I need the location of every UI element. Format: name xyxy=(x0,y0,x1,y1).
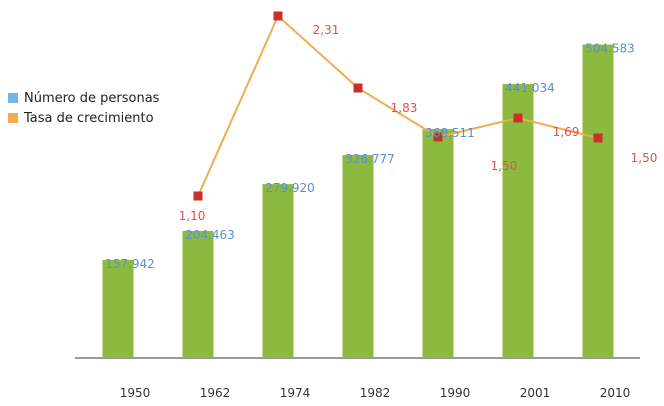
bar-2001 xyxy=(502,84,534,358)
bar-value-label-2010: 504.583 xyxy=(585,42,635,56)
legend-item-population: Número de personas xyxy=(8,88,159,108)
bar-value-label-1990: 368.511 xyxy=(425,126,475,140)
data-labels: 157.942 204.463 279.920 326.777 368.511 441.0… xyxy=(105,23,657,271)
legend-label-growth-rate: Tasa de crecimiento xyxy=(24,110,154,126)
bar-2010 xyxy=(582,44,614,359)
rate-marker-2001 xyxy=(513,113,523,123)
x-tick-1982: 1982 xyxy=(360,386,391,400)
bar-value-label-2001: 441.034 xyxy=(505,81,555,95)
rate-marker-2010 xyxy=(593,133,603,143)
x-tick-2001: 2001 xyxy=(520,386,551,400)
bar-1950 xyxy=(102,259,134,358)
growth-rate-markers xyxy=(193,11,603,201)
legend-swatch-population xyxy=(8,93,18,103)
x-tick-1950: 1950 xyxy=(120,386,151,400)
legend-item-growth-rate: Tasa de crecimiento xyxy=(8,108,159,128)
growth-rate-line xyxy=(197,14,599,197)
rate-marker-1962 xyxy=(193,191,203,201)
rate-marker-1990 xyxy=(433,132,443,142)
bar-value-label-1974: 279.920 xyxy=(265,181,315,195)
rate-value-label-1962: 1,10 xyxy=(179,209,206,223)
x-tick-1990: 1990 xyxy=(440,386,471,400)
bar-value-label-1982: 326.777 xyxy=(345,152,395,166)
bar-value-label-1962: 204.463 xyxy=(185,228,235,242)
rate-marker-1974 xyxy=(273,11,283,21)
legend-swatch-growth-rate xyxy=(8,113,18,123)
bar-1990 xyxy=(422,129,454,358)
bar-1962 xyxy=(182,230,214,358)
rate-value-label-2001: 1,50 xyxy=(491,159,518,173)
legend-label-population: Número de personas xyxy=(24,90,160,106)
bar-group xyxy=(102,44,614,359)
legend: Número de personas Tasa de crecimiento xyxy=(8,88,159,128)
bar-1974 xyxy=(262,184,294,358)
x-tick-labels: 1950 1962 1974 1982 1990 2001 2010 xyxy=(120,386,631,400)
rate-value-label-1974: 2,31 xyxy=(313,23,340,37)
x-tick-1962: 1962 xyxy=(200,386,231,400)
bar-1982 xyxy=(342,155,374,358)
rate-value-label-2001-b: 1,69 xyxy=(553,125,580,139)
rate-value-label-2010: 1,50 xyxy=(631,151,658,165)
bar-value-label-1950: 157.942 xyxy=(105,257,155,271)
x-tick-2010: 2010 xyxy=(600,386,631,400)
rate-value-label-1982: 1,83 xyxy=(391,101,418,115)
rate-marker-1982 xyxy=(353,83,363,93)
x-tick-1974: 1974 xyxy=(280,386,311,400)
